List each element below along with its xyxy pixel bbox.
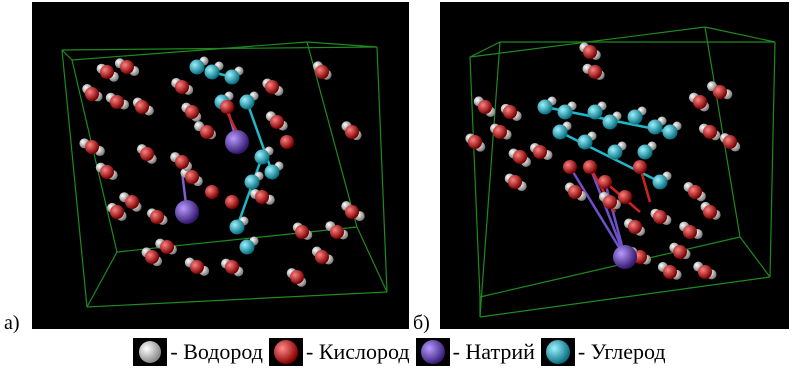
molecular-render-b: [440, 2, 789, 329]
legend-label-oxygen: - Кислород: [306, 339, 410, 364]
panel-label-a: а): [4, 312, 20, 334]
hydrogen-sphere-icon: [133, 338, 168, 366]
molecular-render-a: [32, 2, 409, 329]
legend-item-oxygen: - Кислород: [269, 338, 410, 366]
legend: - Водород - Кислород - Натрий - Углерод: [0, 337, 799, 367]
legend-item-sodium: - Натрий: [415, 338, 535, 366]
legend-label-carbon: - Углерод: [577, 339, 666, 364]
oxygen-sphere-icon: [269, 338, 303, 366]
panel-label-b: б): [413, 312, 430, 334]
sodium-sphere-icon: [415, 338, 450, 366]
carbon-sphere-icon: [540, 338, 575, 366]
legend-label-hydrogen: - Водород: [170, 339, 263, 364]
legend-item-carbon: - Углерод: [540, 338, 666, 366]
molecule-scene-b: [465, 26, 776, 318]
legend-label-sodium: - Натрий: [452, 339, 535, 364]
legend-item-hydrogen: - Водород: [133, 338, 263, 366]
molecule-scene-a: [61, 41, 388, 308]
